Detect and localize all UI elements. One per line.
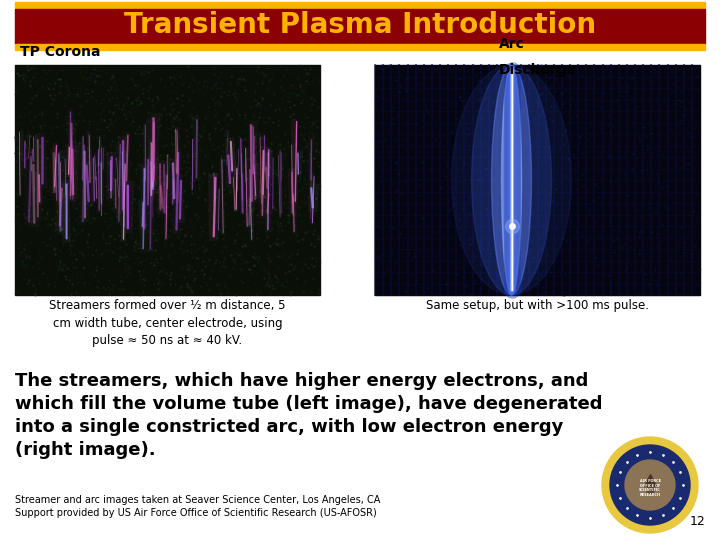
- Bar: [15, 65, 320, 295]
- Text: AIR FORCE
OFFICE OF
SCIENTIFIC
RESEARCH: AIR FORCE OFFICE OF SCIENTIFIC RESEARCH: [639, 479, 661, 497]
- Text: 12: 12: [689, 515, 705, 528]
- Text: Streamer and arc images taken at Seaver Science Center, Los Angeles, CA
Support : Streamer and arc images taken at Seaver …: [15, 495, 380, 518]
- Ellipse shape: [451, 65, 572, 295]
- Bar: [15, 44, 705, 50]
- Bar: [375, 65, 700, 295]
- Text: Discharge: Discharge: [498, 63, 577, 77]
- Ellipse shape: [492, 65, 531, 295]
- Circle shape: [602, 437, 698, 533]
- Ellipse shape: [502, 65, 521, 295]
- Text: The streamers, which have higher energy electrons, and
which fill the volume tub: The streamers, which have higher energy …: [15, 372, 603, 458]
- Text: Streamers formed over ½ m distance, 5
cm width tube, center electrode, using
pul: Streamers formed over ½ m distance, 5 cm…: [49, 299, 286, 347]
- Text: TP Corona: TP Corona: [20, 45, 101, 59]
- Ellipse shape: [472, 65, 552, 295]
- Text: Same setup, but with >100 ms pulse.: Same setup, but with >100 ms pulse.: [426, 299, 649, 312]
- Circle shape: [610, 445, 690, 525]
- Text: Arc: Arc: [498, 37, 524, 51]
- Circle shape: [625, 460, 675, 510]
- Bar: [15, 9, 705, 44]
- Text: Transient Plasma Introduction: Transient Plasma Introduction: [124, 11, 596, 39]
- Bar: [15, 2, 705, 9]
